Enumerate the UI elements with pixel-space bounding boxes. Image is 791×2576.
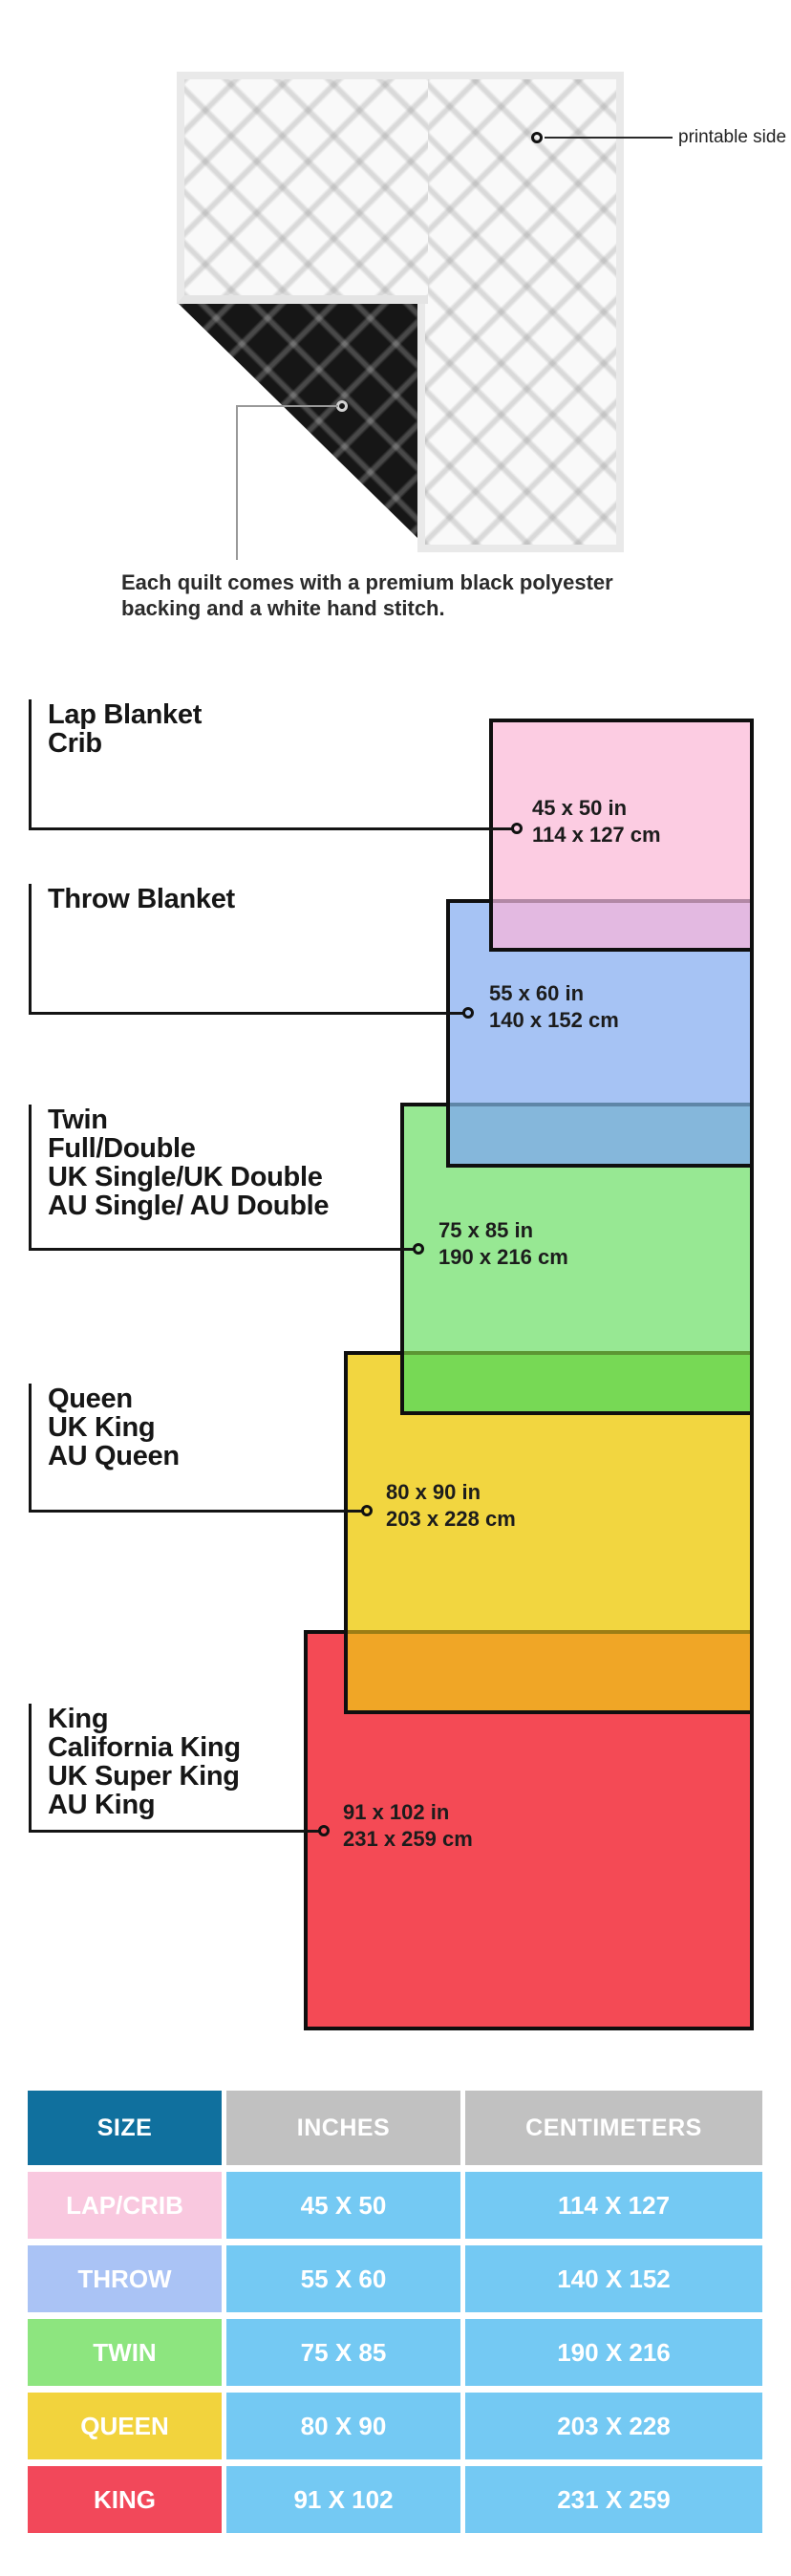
table-cell-centimeters: 203 X 228: [465, 2393, 762, 2459]
table-cell-inches: 55 X 60: [226, 2245, 460, 2312]
leader-marker-icon: [511, 823, 523, 834]
diagram-label-throw: Throw Blanket: [48, 884, 235, 914]
diagram-overlap-queen-king: [348, 1630, 750, 1710]
table-cell-centimeters: 190 X 216: [465, 2319, 762, 2386]
leader-line: [29, 1105, 32, 1251]
diagram-label-lap-crib: Lap Blanket Crib: [48, 699, 203, 759]
diagram-overlap-lap-throw: [493, 899, 750, 948]
leader-marker-icon: [318, 1825, 330, 1836]
leader-marker-icon: [462, 1007, 474, 1019]
diagram-overlap-twin-queen: [404, 1351, 750, 1411]
table-row-label: LAP/CRIB: [28, 2172, 222, 2239]
table-cell-centimeters: 231 X 259: [465, 2466, 762, 2533]
leader-line: [29, 1830, 321, 1833]
backing-callout-line-vertical: [236, 405, 238, 560]
printable-side-marker-icon: [531, 132, 543, 143]
printable-side-callout-line: [545, 137, 673, 139]
table-cell-centimeters: 114 X 127: [465, 2172, 762, 2239]
table-header-size: SIZE: [28, 2091, 222, 2165]
table-cell-inches: 45 X 50: [226, 2172, 460, 2239]
printable-side-label: printable side: [678, 127, 787, 147]
diagram-overlap-throw-twin: [450, 1103, 750, 1164]
diagram-size-king: 91 x 102 in 231 x 259 cm: [343, 1800, 473, 1851]
leader-line: [29, 1384, 32, 1513]
leader-line: [29, 1248, 416, 1251]
table-header-centimeters: CENTIMETERS: [465, 2091, 762, 2165]
table-row-label: QUEEN: [28, 2393, 222, 2459]
quilt-front-top-panel: [177, 72, 428, 304]
leader-line: [29, 1704, 32, 1833]
diagram-label-king: King California King UK Super King AU Ki…: [48, 1704, 241, 1820]
table-cell-inches: 75 X 85: [226, 2319, 460, 2386]
leader-line: [29, 884, 32, 1015]
table-header-inches: INCHES: [226, 2091, 460, 2165]
table-cell-inches: 91 X 102: [226, 2466, 460, 2533]
leader-marker-icon: [413, 1243, 424, 1255]
quilt-front-right-panel: [417, 72, 624, 552]
diagram-size-queen: 80 x 90 in 203 x 228 cm: [386, 1480, 516, 1531]
leader-line: [29, 827, 514, 830]
table-row-label: THROW: [28, 2245, 222, 2312]
backing-callout-line-horizontal: [237, 405, 338, 407]
table-row-label: KING: [28, 2466, 222, 2533]
size-table: SIZE INCHES CENTIMETERS LAP/CRIB 45 X 50…: [28, 2091, 763, 2533]
backing-caption: Each quilt comes with a premium black po…: [121, 570, 613, 620]
diagram-size-throw: 55 x 60 in 140 x 152 cm: [489, 981, 619, 1032]
diagram-label-queen: Queen UK King AU Queen: [48, 1384, 180, 1471]
leader-line: [29, 1012, 465, 1015]
table-cell-centimeters: 140 X 152: [465, 2245, 762, 2312]
leader-line: [29, 699, 32, 830]
leader-line: [29, 1510, 364, 1513]
diagram-rect-lap-crib: [489, 719, 754, 952]
table-cell-inches: 80 X 90: [226, 2393, 460, 2459]
table-row-label: TWIN: [28, 2319, 222, 2386]
diagram-size-twin: 75 x 85 in 190 x 216 cm: [438, 1218, 568, 1269]
diagram-label-twin: Twin Full/Double UK Single/UK Double AU …: [48, 1105, 330, 1221]
quilt-black-backing-fold: [179, 304, 417, 538]
leader-marker-icon: [361, 1505, 373, 1516]
diagram-size-lap-crib: 45 x 50 in 114 x 127 cm: [532, 796, 661, 847]
